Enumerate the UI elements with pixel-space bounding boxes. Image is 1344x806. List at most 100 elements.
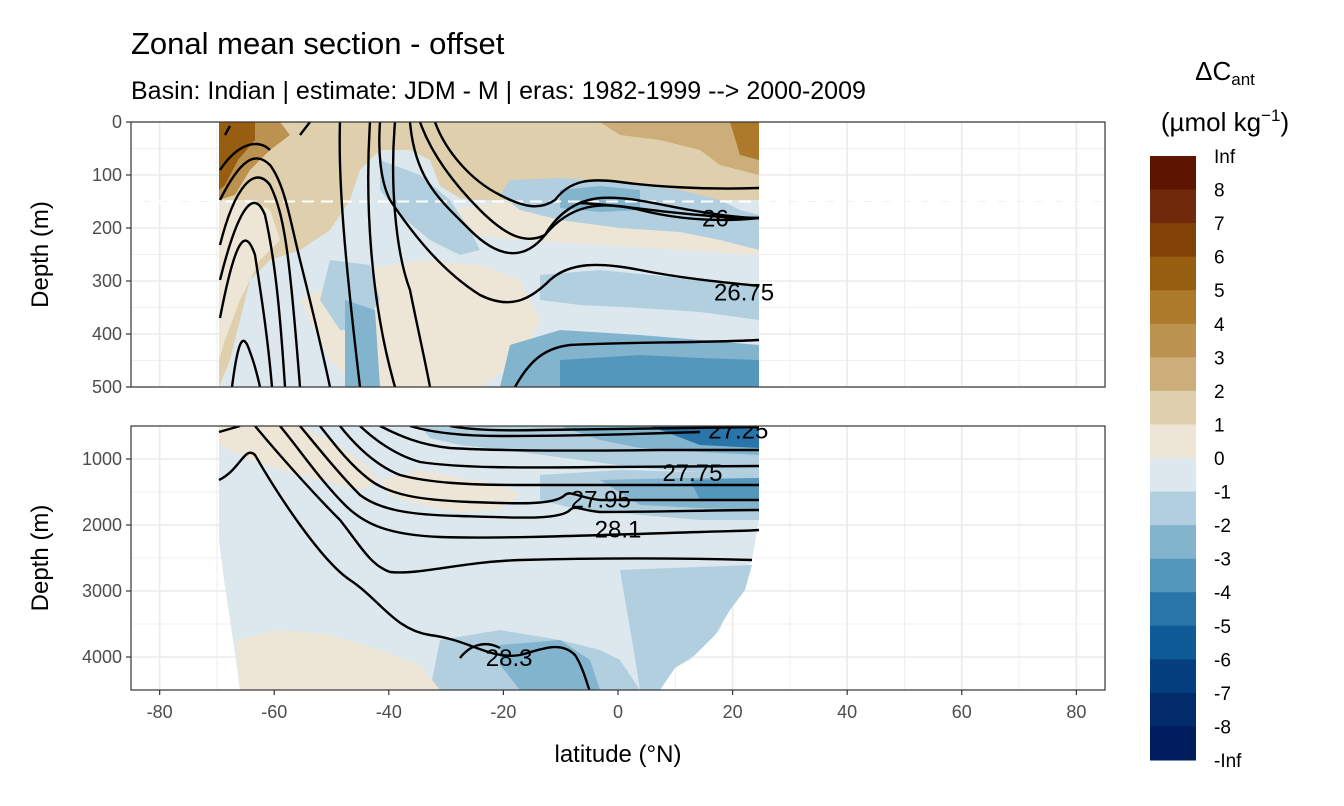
legend-swatch <box>1150 156 1196 191</box>
field-negative-band-3 <box>540 270 759 320</box>
isopycnal-upper-11 <box>391 122 432 387</box>
contour-label: 27.25 <box>708 417 768 444</box>
legend-label: -4 <box>1214 583 1231 604</box>
upper-y-axis: 0 100 200 300 400 500 <box>92 112 131 397</box>
x-axis: -80 -60 -40 -20 0 20 40 60 80 <box>147 690 1086 722</box>
legend-swatch <box>1150 558 1196 593</box>
x-tick-label: -80 <box>147 702 173 722</box>
legend-title: ΔCant <box>1195 56 1255 89</box>
legend-swatch <box>1150 458 1196 493</box>
legend-swatch <box>1150 726 1196 761</box>
isopycnal-lower-11 <box>449 426 760 432</box>
y-tick-label: 3000 <box>82 581 122 601</box>
legend-unit-prefix: (µmol kg <box>1161 107 1261 137</box>
isopycnal-lower-4 <box>279 426 760 539</box>
legend-label: 8 <box>1214 181 1225 202</box>
upper-contour-labels: 26 26.75 <box>702 205 774 306</box>
y-tick-label: 400 <box>92 324 122 344</box>
isopycnal-upper-2 <box>219 142 271 171</box>
field-negative-lower-east <box>620 565 752 690</box>
lower-y-axis: 1000 2000 3000 4000 <box>82 449 131 667</box>
field-strong-positive-2 <box>219 122 255 190</box>
x-tick-label: 80 <box>1066 702 1086 722</box>
x-tick-label: 60 <box>952 702 972 722</box>
upper-isopycnals <box>218 122 760 387</box>
field-negative-upper-band-3 <box>650 426 759 448</box>
color-legend: ΔCant (µmol kg−1) Inf 8 7 6 5 4 3 2 1 0 -1 -2 -3 -4 -5… <box>1150 56 1289 772</box>
legend-label: -3 <box>1214 550 1231 571</box>
legend-label: -Inf <box>1214 751 1242 772</box>
contour-label: 27.95 <box>571 487 631 514</box>
legend-swatch <box>1150 323 1196 358</box>
x-tick-label: -20 <box>490 702 516 722</box>
field-positive-light <box>219 200 280 360</box>
isopycnal-upper-3 <box>218 157 332 387</box>
isopycnal-upper-16 <box>433 122 760 208</box>
legend-unit-sup: −1 <box>1261 106 1280 125</box>
isopycnal-upper-15 <box>378 122 760 304</box>
legend-label: 7 <box>1214 214 1225 235</box>
legend-color-bar <box>1150 156 1196 761</box>
y-tick-label: 500 <box>92 377 122 397</box>
legend-swatch <box>1150 290 1196 325</box>
legend-label: Inf <box>1214 147 1236 168</box>
isopycnal-lower-3 <box>254 426 753 574</box>
legend-swatch <box>1150 424 1196 459</box>
legend-swatch <box>1150 525 1196 560</box>
x-tick-label: -60 <box>261 702 287 722</box>
isopycnal-lower-7 <box>339 426 759 487</box>
field-strong-positive-east <box>730 122 759 160</box>
field-negative-band-1 <box>380 160 480 255</box>
isopycnal-lower-12 <box>459 643 501 659</box>
chart-subtitle: Basin: Indian | estimate: JDM - M | eras… <box>131 77 866 105</box>
legend-swatch <box>1150 625 1196 660</box>
legend-label: -2 <box>1214 516 1231 537</box>
x-axis-title: latitude (°N) <box>555 741 682 768</box>
x-tick-label: 0 <box>613 702 623 722</box>
isopycnal-upper-14 <box>543 196 760 236</box>
field-positive-bottom-west <box>236 630 440 690</box>
isopycnal-lower-9 <box>379 426 759 452</box>
y-tick-label: 200 <box>92 218 122 238</box>
isopycnal-lower-8 <box>359 426 760 469</box>
lower-isopycnals <box>218 426 760 690</box>
legend-title-sub: ant <box>1231 70 1255 89</box>
legend-label: 6 <box>1214 248 1225 269</box>
contour-label: 26.75 <box>714 280 774 307</box>
legend-label: -5 <box>1214 617 1231 638</box>
isopycnal-upper-18 <box>579 201 760 220</box>
legend-labels: Inf 8 7 6 5 4 3 2 1 0 -1 -2 -3 -4 -5 -6 -7 -8 -Inf <box>1214 147 1242 772</box>
isopycnal-upper-7 <box>230 339 262 387</box>
isopycnal-lower-6 <box>319 426 759 505</box>
isopycnal-upper-10 <box>367 122 397 387</box>
isopycnal-upper-17 <box>513 338 760 387</box>
legend-swatch <box>1150 357 1196 392</box>
contour-label: 28.1 <box>595 516 642 543</box>
legend-label: 1 <box>1214 415 1225 436</box>
lower-y-axis-title: Depth (m) <box>27 505 54 612</box>
legend-swatch <box>1150 256 1196 291</box>
isopycnal-lower-2 <box>218 451 592 690</box>
isopycnal-upper-1 <box>223 125 232 136</box>
y-tick-label: 300 <box>92 271 122 291</box>
y-tick-label: 1000 <box>82 449 122 469</box>
isopycnal-upper-4 <box>218 176 302 387</box>
legend-label: 3 <box>1214 348 1225 369</box>
x-tick-label: -40 <box>376 702 402 722</box>
field-positive-deep-east <box>440 200 759 255</box>
chart-title: Zonal mean section - offset <box>131 26 505 61</box>
isopycnal-upper-9 <box>338 122 362 387</box>
y-tick-label: 0 <box>112 112 122 132</box>
legend-swatch <box>1150 223 1196 258</box>
upper-y-axis-title: Depth (m) <box>27 201 54 308</box>
legend-swatch <box>1150 692 1196 727</box>
y-tick-label: 100 <box>92 165 122 185</box>
x-tick-label: 20 <box>723 702 743 722</box>
legend-label: -1 <box>1214 483 1231 504</box>
isopycnal-lower-5 <box>299 426 760 519</box>
upper-field: 26 26.75 <box>131 122 1105 387</box>
upper-panel: 26 26.75 0 100 200 300 400 500 Depth (m) <box>27 112 1106 397</box>
